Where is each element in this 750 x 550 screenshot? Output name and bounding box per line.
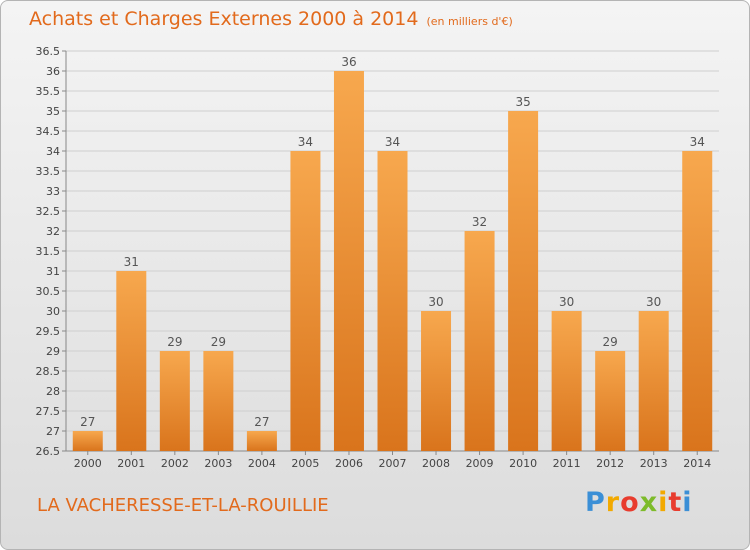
x-tick-label: 2001 [117, 457, 145, 470]
data-label: 32 [472, 215, 487, 229]
data-label: 34 [298, 135, 313, 149]
bar-2006 [333, 71, 364, 451]
data-label: 29 [211, 335, 226, 349]
y-tick-label: 33 [46, 185, 60, 198]
commune-name: LA VACHERESSE-ET-LA-ROUILLIE [37, 495, 329, 516]
chart-title-text: Achats et Charges Externes 2000 à 2014 [29, 8, 419, 30]
y-tick-label: 27.5 [36, 405, 61, 418]
y-tick-label: 27 [46, 425, 60, 438]
bar-2012 [595, 351, 626, 451]
y-tick-label: 33.5 [36, 165, 61, 178]
y-tick-label: 35 [46, 105, 60, 118]
y-tick-label: 29.5 [36, 325, 61, 338]
data-label: 34 [385, 135, 400, 149]
y-tick-label: 32.5 [36, 205, 61, 218]
data-label: 31 [124, 255, 139, 269]
y-tick-label: 36 [46, 65, 60, 78]
bar-2001 [116, 271, 147, 451]
bar-2002 [159, 351, 190, 451]
bar-2009 [464, 231, 495, 451]
bar-2007 [377, 151, 408, 451]
data-label: 30 [559, 295, 574, 309]
bar-2014 [682, 151, 713, 451]
data-label: 29 [167, 335, 182, 349]
bar-2010 [508, 111, 539, 451]
bar-2011 [551, 311, 582, 451]
bar-2013 [638, 311, 669, 451]
data-label: 36 [341, 55, 356, 69]
y-tick-label: 29 [46, 345, 60, 358]
bar-2008 [421, 311, 452, 451]
x-tick-label: 2002 [161, 457, 189, 470]
x-tick-label: 2004 [248, 457, 276, 470]
y-tick-label: 34 [46, 145, 60, 158]
axes: 26.5 27 27.5 28 28.5 29 29.5 30 30.5 31 31.5 32 32.5… [36, 45, 719, 470]
y-tick-label: 30 [46, 305, 60, 318]
bars: 27 31 29 29 27 34 36 34 30 32 35 30 29 30 34 [72, 55, 713, 451]
data-label: 27 [80, 415, 95, 429]
data-label: 27 [254, 415, 269, 429]
y-tick-label: 30.5 [36, 285, 61, 298]
x-tick-label: 2006 [335, 457, 363, 470]
proxiti-logo: Proxiti [585, 487, 693, 518]
x-tick-label: 2007 [379, 457, 407, 470]
bar-2003 [203, 351, 234, 451]
bar-2000 [72, 431, 103, 451]
data-label: 30 [646, 295, 661, 309]
x-tick-label: 2013 [640, 457, 668, 470]
y-tick-label: 31.5 [36, 245, 61, 258]
data-label: 30 [428, 295, 443, 309]
x-tick-label: 2009 [466, 457, 494, 470]
x-tick-label: 2000 [74, 457, 102, 470]
x-tick-label: 2010 [509, 457, 537, 470]
y-tick-label: 32 [46, 225, 60, 238]
y-tick-label: 36.5 [36, 45, 61, 58]
y-tick-label: 31 [46, 265, 60, 278]
y-tick-label: 28.5 [36, 365, 61, 378]
x-tick-label: 2012 [596, 457, 624, 470]
data-label: 35 [515, 95, 530, 109]
data-label: 34 [690, 135, 705, 149]
chart-subtitle: (en milliers d'€) [426, 15, 513, 28]
y-tick-label: 28 [46, 385, 60, 398]
data-label: 29 [603, 335, 618, 349]
y-tick-label: 35.5 [36, 85, 61, 98]
x-tick-label: 2008 [422, 457, 450, 470]
bar-2004 [246, 431, 277, 451]
y-tick-label: 26.5 [36, 445, 61, 458]
x-tick-label: 2003 [204, 457, 232, 470]
x-tick-label: 2005 [291, 457, 319, 470]
y-tick-label: 34.5 [36, 125, 61, 138]
x-tick-label: 2011 [553, 457, 581, 470]
x-tick-label: 2014 [683, 457, 711, 470]
bar-2005 [290, 151, 321, 451]
chart-title: Achats et Charges Externes 2000 à 2014 (e… [29, 8, 513, 30]
